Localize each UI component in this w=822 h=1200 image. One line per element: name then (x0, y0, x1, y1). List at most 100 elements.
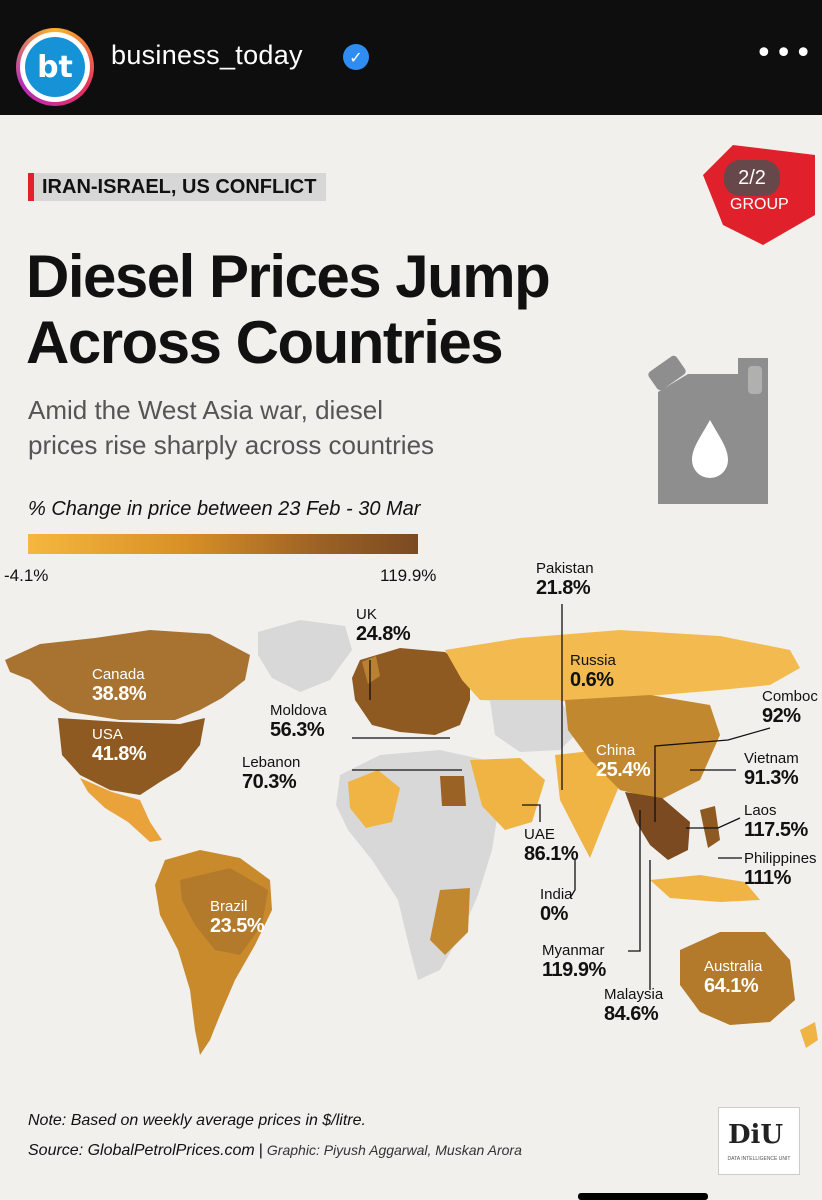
country-value: 92% (762, 705, 801, 727)
label-uk: UK 24.8% (356, 606, 411, 646)
central-asia-shape (490, 700, 580, 752)
label-usa: USA 41.8% (92, 726, 147, 766)
africa-fill-2 (430, 888, 470, 955)
label-india: India 0% (540, 886, 573, 926)
fuel-jerrycan-icon (648, 355, 768, 504)
country-name: Brazil (210, 898, 248, 915)
country-name: Myanmar (542, 942, 605, 959)
country-value: 24.8% (356, 623, 411, 645)
username-link[interactable]: business_today (111, 40, 303, 70)
country-name: Russia (570, 652, 616, 669)
egypt-shape (440, 776, 466, 806)
legend-color-scale (28, 534, 418, 554)
se-asia-shape (625, 792, 690, 860)
subtitle-line-2: prices rise sharply across countries (28, 430, 435, 460)
country-name: China (596, 742, 636, 759)
legend-max-label: 119.9% (380, 566, 437, 585)
subtitle: Amid the West Asia war, diesel prices ri… (28, 393, 434, 463)
avatar-logo: bt (25, 37, 85, 97)
country-value: 23.5% (210, 915, 265, 937)
usa-shape (58, 718, 205, 795)
legend-min-label: -4.1% (4, 566, 49, 585)
country-value: 41.8% (92, 743, 147, 765)
canada-shape (5, 630, 250, 720)
country-value: 70.3% (242, 771, 297, 793)
leader-india (569, 860, 576, 899)
separator: | (258, 1142, 263, 1159)
country-name: Malaysia (604, 986, 664, 1003)
country-name: Lebanon (242, 754, 301, 771)
china-shape (565, 695, 720, 800)
philippines-shape (700, 806, 720, 848)
africa-fill-1 (348, 770, 400, 828)
country-value: 111% (744, 867, 791, 889)
diu-logo: DiU (728, 1120, 784, 1150)
country-value: 38.8% (92, 683, 147, 705)
title-line-1: Diesel Prices Jump (26, 243, 551, 310)
title-line-2: Across Countries (26, 309, 504, 376)
home-indicator (578, 1193, 708, 1200)
diu-logo-subtitle: DATA INTELLIGENCE UNIT (727, 1156, 791, 1162)
country-name: Australia (704, 958, 763, 975)
leader-uae (522, 804, 541, 822)
country-name: UAE (524, 826, 555, 843)
label-moldova: Moldova 56.3% (270, 702, 327, 742)
country-value: 0% (540, 903, 568, 925)
verified-check-icon: ✓ (343, 44, 369, 70)
uk-shape (362, 656, 380, 684)
source-text: Source: GlobalPetrolPrices.com (28, 1142, 255, 1159)
label-china: China 25.4% (596, 742, 651, 782)
country-name: Philippines (744, 850, 817, 867)
russia-shape (445, 630, 800, 702)
country-value: 117.5% (744, 819, 808, 841)
page-title: Diesel Prices Jump Across Countries (26, 243, 551, 376)
country-value: 119.9% (542, 959, 606, 981)
mexico-shape (80, 778, 162, 842)
australia-shape (680, 932, 795, 1025)
world-map (5, 604, 818, 1055)
label-brazil: Brazil 23.5% (210, 898, 265, 938)
leader-cambodia (654, 727, 771, 822)
badge-text: GROUP (730, 196, 789, 213)
graphic-credit: Graphic: Piyush Aggarwal, Muskan Arora (266, 1142, 522, 1158)
country-value: 91.3% (744, 767, 799, 789)
label-malaysia: Malaysia 84.6% (604, 986, 663, 1026)
leader-laos (686, 817, 741, 829)
greenland-shape (258, 620, 352, 692)
country-value: 84.6% (604, 1003, 659, 1025)
indonesia-shape (650, 875, 760, 902)
country-name: USA (92, 726, 123, 743)
country-name: Pakistan (536, 560, 594, 577)
label-myanmar: Myanmar 119.9% (542, 942, 606, 982)
label-lebanon: Lebanon 70.3% (242, 754, 300, 794)
country-name: UK (356, 606, 377, 623)
label-pakistan: Pakistan 21.8% (536, 560, 594, 600)
source-line: Source: GlobalPetrolPrices.com | Graphic: … (28, 1142, 522, 1160)
country-name: Comboc (762, 688, 818, 705)
post-header: bt business_today ✓ ••• (0, 0, 822, 115)
avatar-frame: bt (20, 32, 90, 102)
country-value: 25.4% (596, 759, 651, 781)
avatar[interactable]: bt (16, 28, 94, 106)
country-name: Moldova (270, 702, 327, 719)
label-philippines: Philippines 111% (744, 850, 817, 890)
label-cambodia: Comboc 92% (762, 688, 818, 728)
country-name: Vietnam (744, 750, 799, 767)
country-value: 21.8% (536, 577, 591, 599)
country-value: 64.1% (704, 975, 759, 997)
middle-east-shape (470, 758, 545, 830)
carousel-page-indicator: 2/2 (724, 160, 780, 196)
diu-logo-box (718, 1107, 800, 1175)
country-name: India (540, 886, 573, 903)
brazil-shape (180, 868, 268, 955)
subtitle-line-1: Amid the West Asia war, diesel (28, 395, 384, 425)
country-value: 56.3% (270, 719, 325, 741)
country-name: Laos (744, 802, 777, 819)
label-russia: Russia 0.6% (570, 652, 616, 692)
topic-tag: IRAN-ISRAEL, US CONFLICT (28, 173, 327, 201)
leader-myanmar (628, 810, 641, 952)
label-canada: Canada 38.8% (92, 666, 147, 706)
label-uae: UAE 86.1% (524, 826, 579, 866)
more-dots-icon[interactable]: ••• (755, 36, 815, 71)
new-zealand-shape (800, 1022, 818, 1048)
